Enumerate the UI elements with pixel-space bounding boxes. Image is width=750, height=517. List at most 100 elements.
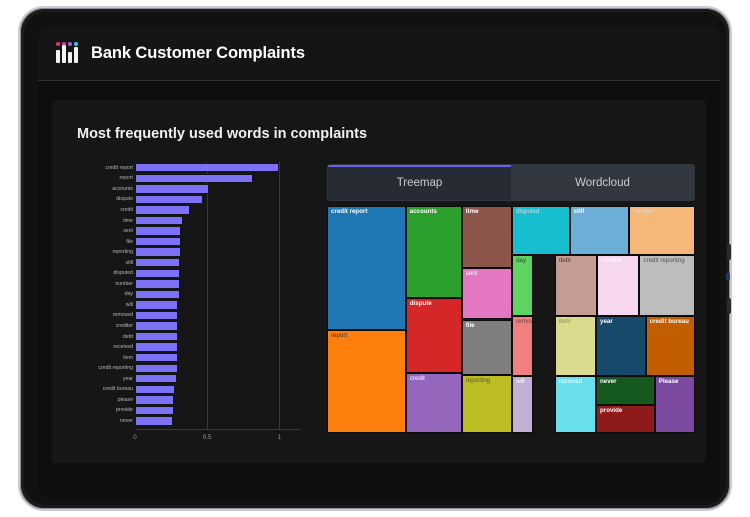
visualization-tab-bar[interactable]: Treemap Wordcloud xyxy=(327,164,695,201)
treemap-tile[interactable]: day xyxy=(512,254,534,317)
treemap-tile[interactable]: never xyxy=(596,376,655,405)
tab-wordcloud[interactable]: Wordcloud xyxy=(511,165,694,200)
bar-chart-bar[interactable] xyxy=(135,215,183,226)
bar-chart-bar[interactable] xyxy=(135,173,254,184)
bar-chart-bar[interactable] xyxy=(135,279,180,289)
bar-chart-row[interactable]: item xyxy=(64,352,314,364)
treemap-tile-label: Please xyxy=(658,378,679,386)
treemap-tile[interactable]: year xyxy=(596,316,646,377)
bar-chart-row[interactable]: number xyxy=(64,278,314,290)
bar-chart-bar[interactable] xyxy=(135,363,179,373)
bar-chart-row[interactable]: time xyxy=(64,215,314,227)
treemap-tile[interactable]: creditor xyxy=(597,254,640,317)
treemap-tile[interactable]: disputed xyxy=(512,206,570,255)
bar-chart-bar[interactable] xyxy=(135,352,179,363)
brand-logo-icon xyxy=(54,40,80,66)
treemap-tile[interactable]: credit bureau xyxy=(645,316,695,377)
treemap-tile[interactable]: report xyxy=(327,329,406,433)
bar-chart-category-label: time xyxy=(123,217,133,224)
treemap-tile-label: time xyxy=(465,208,479,215)
bar-chart-xtick: 0.5 xyxy=(202,433,212,441)
treemap-tile[interactable]: sent xyxy=(461,268,513,320)
bar-chart-row[interactable]: credit reporting xyxy=(64,362,314,374)
bar-chart-bar[interactable] xyxy=(135,258,180,268)
bar-chart-category-label: creditor xyxy=(115,323,133,330)
bar-chart-row[interactable]: never xyxy=(64,415,314,427)
bar-chart-bar[interactable] xyxy=(135,205,190,215)
bar-chart-row[interactable]: day xyxy=(64,289,314,301)
bar-chart-bar[interactable] xyxy=(135,236,182,247)
treemap-tile-label: will xyxy=(516,378,525,386)
treemap-tile-label: day xyxy=(516,256,527,264)
bar-chart-bar[interactable] xyxy=(135,300,179,310)
treemap-tile[interactable]: still xyxy=(569,206,630,255)
bar-chart-row[interactable]: removed xyxy=(64,310,314,322)
bar-chart-row[interactable]: creditor xyxy=(64,320,314,332)
bar-chart-row[interactable]: provide xyxy=(64,405,314,417)
treemap-tile[interactable]: will xyxy=(512,376,534,433)
bar-chart-row[interactable]: reporting xyxy=(64,246,314,258)
bar-chart-bar[interactable] xyxy=(135,226,182,236)
bar-chart-bar[interactable] xyxy=(135,416,173,426)
treemap-tile[interactable]: item xyxy=(554,316,596,377)
treemap-tile[interactable]: reporting xyxy=(461,375,513,433)
treemap-tile[interactable]: provide xyxy=(596,404,655,433)
bar-chart-row[interactable]: disputed xyxy=(64,268,314,280)
bar-chart-row[interactable]: will xyxy=(64,299,314,311)
treemap-tile[interactable]: debt xyxy=(554,254,598,317)
treemap-tile-label: debt xyxy=(558,256,571,264)
bar-chart-bar[interactable] xyxy=(135,289,180,300)
bar-chart-bar[interactable] xyxy=(135,163,280,173)
bar-chart-bar[interactable] xyxy=(135,310,179,321)
bar-chart-row[interactable]: received xyxy=(64,341,314,353)
treemap-tile-label: credit report xyxy=(331,208,368,215)
bar-chart-row[interactable]: dispute xyxy=(64,194,314,206)
bar-chart-category-label: received xyxy=(113,344,133,351)
device-side-button-bottom[interactable] xyxy=(727,298,731,314)
bar-chart-bar[interactable] xyxy=(135,321,179,331)
treemap-tile-label: disputed xyxy=(516,208,540,215)
bar-chart-row[interactable]: still xyxy=(64,257,314,269)
bar-chart-row[interactable]: credit bureau xyxy=(64,384,314,396)
device-bezel: Bank Customer Complaints Most frequently… xyxy=(24,12,726,505)
bar-chart-bar[interactable] xyxy=(135,395,174,405)
bar-chart-row[interactable]: debt xyxy=(64,331,314,343)
treemap-tile[interactable]: dispute xyxy=(405,297,462,373)
treemap-tile[interactable]: credit report xyxy=(327,206,406,330)
treemap-tile[interactable]: credit reporting xyxy=(639,254,695,317)
bar-chart-bar[interactable] xyxy=(135,194,203,205)
treemap-tile[interactable]: removed xyxy=(512,316,534,377)
bar-chart-row[interactable]: year xyxy=(64,373,314,385)
app-screen: Bank Customer Complaints Most frequently… xyxy=(38,26,720,499)
bar-chart-row[interactable]: credit report xyxy=(64,162,314,174)
bar-chart-bar[interactable] xyxy=(135,331,179,342)
bar-chart-category-label: dispute xyxy=(116,196,133,203)
treemap-tile[interactable]: credit xyxy=(405,372,462,433)
word-frequency-treemap: credit report report accounts dispute credit… xyxy=(327,206,695,433)
bar-chart-row[interactable]: accounts xyxy=(64,183,314,195)
treemap-tile[interactable]: time xyxy=(461,206,513,269)
treemap-tile[interactable]: received xyxy=(554,376,596,433)
treemap-tile[interactable]: accounts xyxy=(405,206,462,298)
bar-chart-bar[interactable] xyxy=(135,268,180,278)
treemap-tile[interactable]: Please xyxy=(654,376,695,433)
bar-chart-bar[interactable] xyxy=(135,184,209,194)
treemap-tile[interactable]: file xyxy=(461,319,513,376)
bar-chart-row[interactable]: credit xyxy=(64,204,314,216)
bar-chart-row[interactable]: file xyxy=(64,236,314,248)
bar-chart-row[interactable]: report xyxy=(64,173,314,185)
device-side-button-top[interactable] xyxy=(727,244,731,260)
app-header: Bank Customer Complaints xyxy=(38,26,720,81)
bar-chart-row[interactable]: sent xyxy=(64,225,314,237)
bar-chart-bar[interactable] xyxy=(135,247,182,257)
treemap-tile-label: removed xyxy=(516,318,534,326)
bar-chart-row[interactable]: please xyxy=(64,394,314,406)
tab-treemap[interactable]: Treemap xyxy=(328,165,511,200)
bar-chart-category-label: credit reporting xyxy=(98,365,133,372)
treemap-tile[interactable]: number xyxy=(629,206,695,255)
bar-chart-bar[interactable] xyxy=(135,384,176,395)
bar-chart-bar[interactable] xyxy=(135,405,174,416)
bar-chart-bar[interactable] xyxy=(135,374,177,384)
bar-chart-bar[interactable] xyxy=(135,342,179,352)
bar-chart-gridline xyxy=(279,162,281,430)
